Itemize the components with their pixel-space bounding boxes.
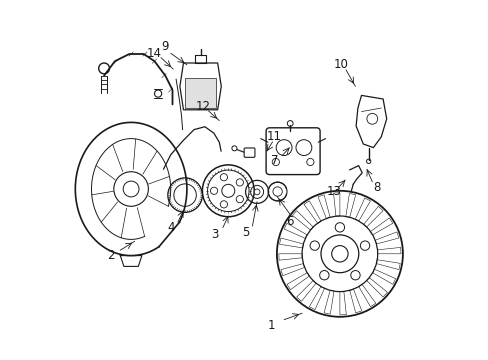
Text: 6: 6	[285, 215, 293, 228]
Text: 8: 8	[372, 181, 380, 194]
Text: 9: 9	[161, 40, 169, 53]
Text: 10: 10	[333, 58, 348, 71]
Circle shape	[222, 184, 234, 197]
Text: 14: 14	[146, 47, 161, 60]
Text: 13: 13	[325, 185, 341, 198]
Text: 3: 3	[211, 228, 218, 240]
FancyBboxPatch shape	[265, 128, 320, 175]
Polygon shape	[355, 95, 386, 148]
Text: 4: 4	[166, 221, 174, 234]
FancyBboxPatch shape	[244, 148, 254, 157]
Circle shape	[254, 189, 260, 195]
Text: 5: 5	[242, 226, 249, 239]
Circle shape	[154, 90, 162, 97]
FancyBboxPatch shape	[185, 77, 215, 108]
Text: 1: 1	[267, 319, 275, 332]
Polygon shape	[180, 63, 221, 110]
Text: 12: 12	[195, 100, 210, 113]
Text: 11: 11	[266, 130, 281, 143]
Text: 7: 7	[271, 154, 278, 167]
Circle shape	[231, 146, 237, 151]
Circle shape	[331, 246, 347, 262]
Text: 2: 2	[106, 249, 114, 262]
